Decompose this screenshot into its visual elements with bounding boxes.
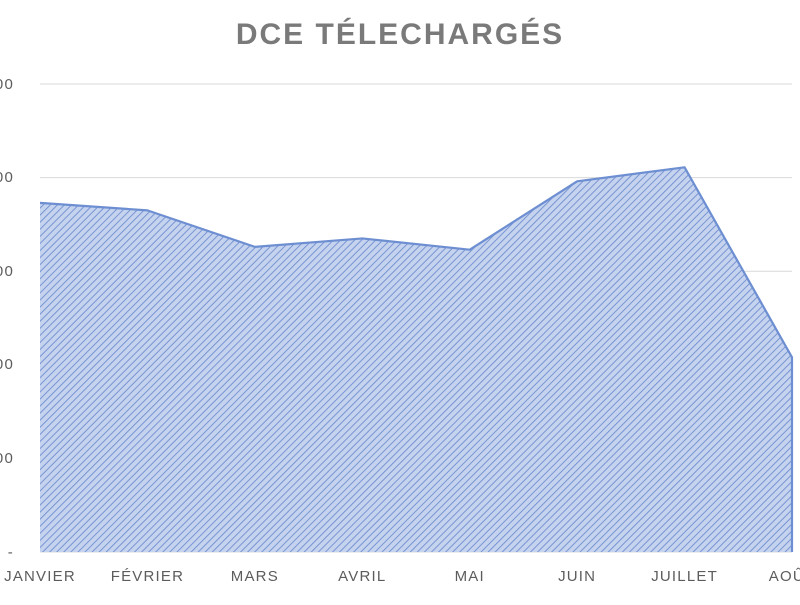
y-tick-label: 000 xyxy=(0,263,14,280)
x-tick-label: MAI xyxy=(455,568,485,585)
x-tick-label: JUIN xyxy=(558,568,596,585)
x-tick-label: JANVIER xyxy=(4,568,76,585)
x-tick-label: AVRIL xyxy=(338,568,386,585)
area-fill xyxy=(40,167,792,552)
x-tick-label: AOÛT xyxy=(769,568,800,585)
y-tick-label: 000 xyxy=(0,450,14,467)
x-tick-label: MARS xyxy=(231,568,279,585)
y-tick-label: - xyxy=(8,544,14,561)
x-tick-label: FÉVRIER xyxy=(111,568,184,585)
x-tick-label: JUILLET xyxy=(651,568,718,585)
y-tick-label: 000 xyxy=(0,76,14,93)
y-tick-label: 000 xyxy=(0,169,14,186)
chart-title: DCE TÉLECHARGÉS xyxy=(0,18,800,52)
y-tick-label: 000 xyxy=(0,356,14,373)
